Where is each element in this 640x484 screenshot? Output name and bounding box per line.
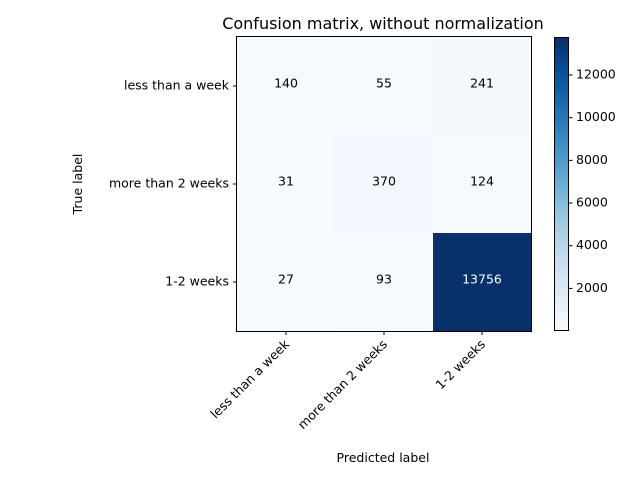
x-tick-label: 1-2 weeks [432,337,488,393]
colorbar [554,37,569,331]
matrix-cell [433,135,532,234]
matrix-cell [237,233,336,332]
x-tick-label: less than a week [207,336,292,421]
cell-value-label: 241 [470,76,494,91]
x-axis-label: Predicted label [337,450,430,465]
colorbar-tick-label: 10000 [576,109,616,124]
cell-value-label: 27 [278,272,294,287]
matrix-cell [335,135,434,234]
x-axis-ticks: less than a week more than 2 weeks 1-2 wee… [207,331,488,432]
matrix-cell [237,135,336,234]
colorbar-tick-label: 6000 [576,195,608,210]
y-tick-label: 1-2 weeks [165,274,229,289]
cell-value-label: 93 [376,272,392,287]
colorbar-tick-label: 12000 [576,66,616,81]
y-axis-ticks: less than a week more than 2 weeks 1-2 wee… [109,78,237,289]
cell-value-label: 13756 [462,272,502,287]
y-tick-label: less than a week [124,78,230,93]
matrix-cell [237,37,336,136]
cell-value-label: 31 [278,174,294,189]
cell-value-label: 124 [470,174,494,189]
matrix-cell [433,233,532,332]
matrix-cell [335,37,434,136]
colorbar-tick-label: 4000 [576,237,608,252]
cell-value-label: 370 [372,174,396,189]
matrix-cells [237,37,532,332]
matrix-cell [433,37,532,136]
colorbar-ticks: 2000 4000 6000 8000 10000 12000 [568,66,616,295]
matrix-cell [335,233,434,332]
y-tick-label: more than 2 weeks [109,176,229,191]
chart-title: Confusion matrix, without normalization [222,14,544,33]
matrix-cell-labels: 140 55 241 31 370 124 27 93 13756 [274,76,502,287]
y-axis-label: True label [70,154,85,216]
cell-value-label: 55 [376,76,392,91]
cell-value-label: 140 [274,76,298,91]
x-tick-label: more than 2 weeks [295,337,390,432]
colorbar-tick-label: 8000 [576,152,608,167]
colorbar-tick-label: 2000 [576,280,608,295]
